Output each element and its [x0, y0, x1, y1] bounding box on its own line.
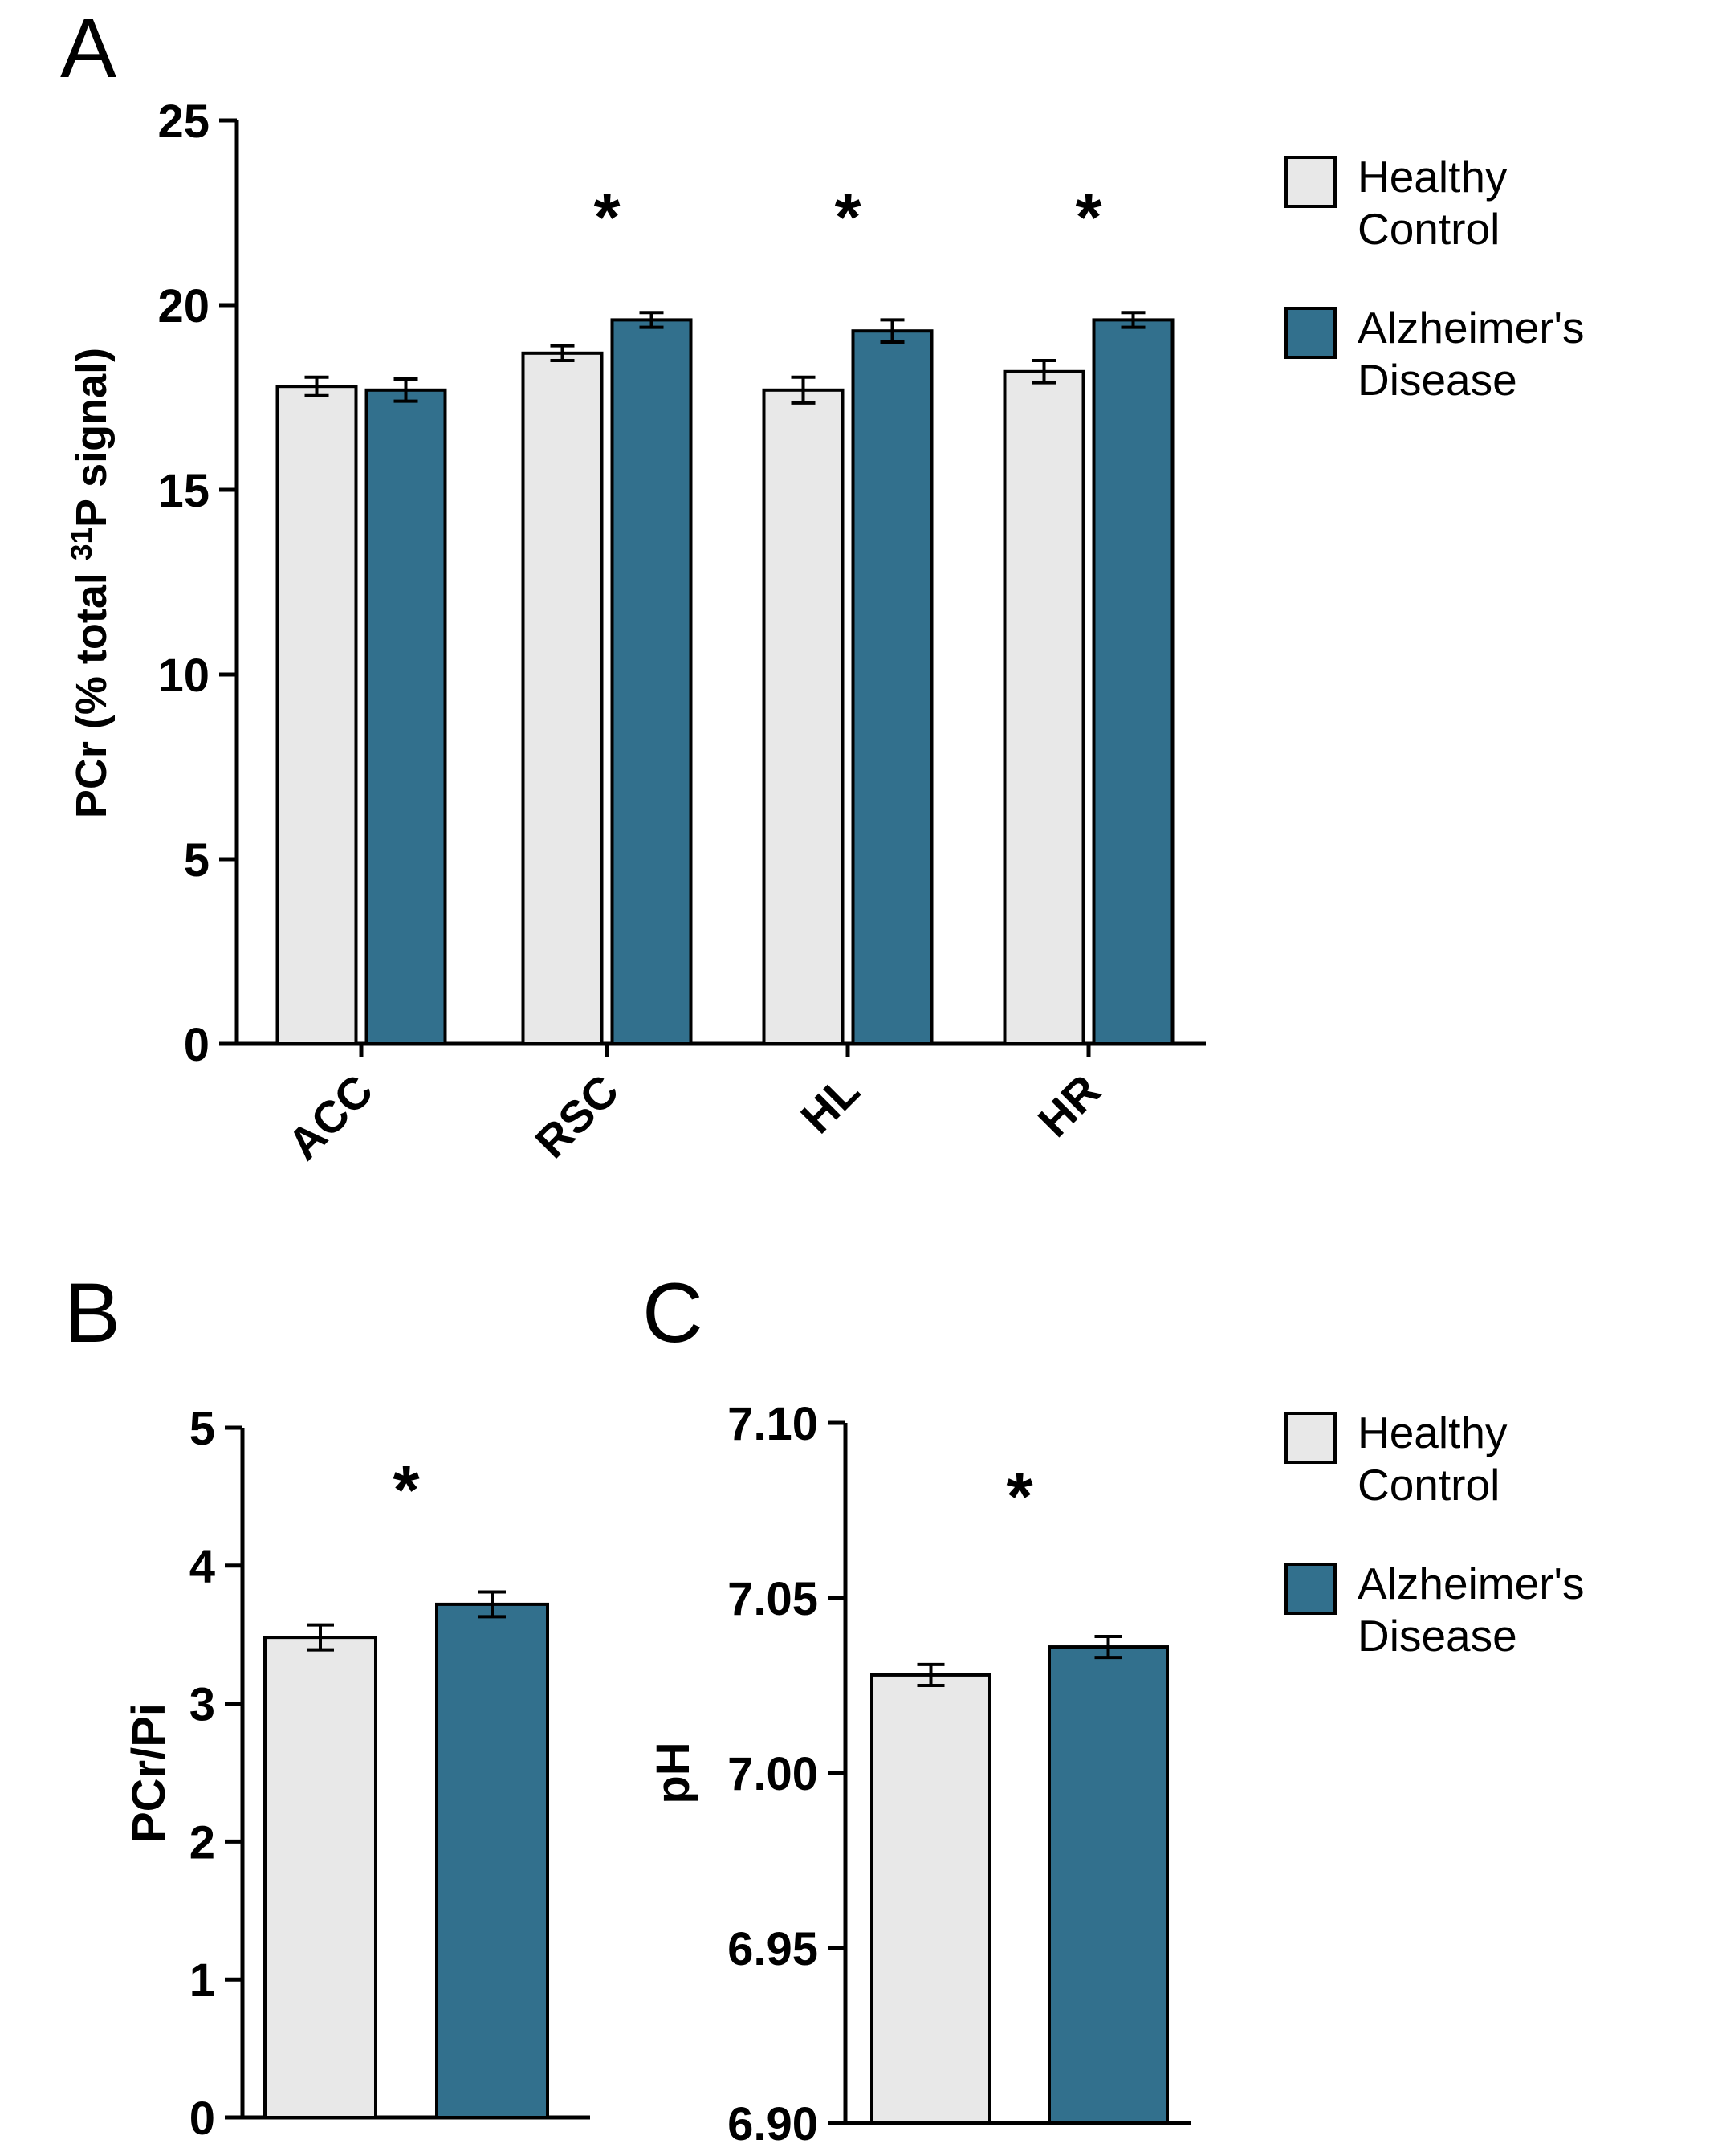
legend-label-healthy: Healthy Control: [1358, 152, 1508, 254]
significance-star: *: [593, 180, 620, 256]
significance-star: *: [834, 180, 861, 256]
y-tick-label: 2: [189, 1816, 215, 1869]
bar-alzheimers-HL: [851, 329, 934, 1045]
y-tick-label: 7.10: [727, 1398, 818, 1450]
healthy-control-swatch-icon: [1284, 1412, 1337, 1464]
legend-label-alzheimers: Alzheimer's Disease: [1358, 302, 1585, 405]
significance-star: *: [1006, 1459, 1032, 1535]
y-axis-label: PCr/Pi: [123, 1703, 175, 1843]
category-label: HL: [791, 1065, 869, 1143]
y-tick-label: 6.90: [727, 2098, 818, 2150]
panel-c-label: C: [642, 1266, 703, 1360]
y-tick-label: 0: [184, 1019, 210, 1071]
alzheimers-disease-swatch-icon: [1284, 306, 1337, 359]
y-tick-label: 5: [189, 1403, 215, 1455]
alzheimers-disease-swatch-icon: [1284, 1562, 1337, 1615]
panel-b-label: B: [64, 1266, 121, 1360]
chart-c: 6.90 6.95 7.00 7.05 7.10 * pH: [647, 1398, 1191, 2150]
significance-star: *: [393, 1453, 419, 1529]
legend-entry-alzheimers: Alzheimer's Disease: [1284, 302, 1718, 406]
bar-healthy-RSC: [521, 351, 604, 1045]
healthy-control-swatch-icon: [1284, 156, 1337, 208]
bar-alzheimers: [435, 1602, 549, 2120]
y-tick-label: 10: [157, 650, 210, 702]
bar-alzheimers-ACC: [364, 388, 447, 1045]
chart-a: 0 5 10 15 20 25 ACC RSC * HL * HR * PCr (% total 31P …: [65, 96, 1206, 1169]
bar-alzheimers: [1048, 1645, 1169, 2125]
y-axis-label: PCr (% total 31P signal): [65, 348, 116, 818]
bar-healthy: [870, 1673, 991, 2125]
y-tick-label: 5: [184, 834, 210, 886]
legend-entry-healthy: Healthy Control: [1284, 1407, 1718, 1511]
bar-healthy-ACC: [275, 385, 358, 1045]
legend-label-alzheimers: Alzheimer's Disease: [1358, 1558, 1585, 1661]
legend-label-healthy: Healthy Control: [1358, 1408, 1508, 1510]
panel-a-label: A: [60, 2, 117, 96]
y-tick-label: 4: [189, 1541, 215, 1593]
legend-entry-healthy: Healthy Control: [1284, 151, 1718, 255]
legend-bottom: Healthy Control Alzheimer's Disease: [1284, 1407, 1718, 1709]
chart-b: 0 1 2 3 4 5 * PCr/Pi: [123, 1403, 590, 2145]
y-axis-label: pH: [647, 1742, 699, 1803]
bar-healthy-HR: [1003, 369, 1085, 1045]
significance-star: *: [1075, 180, 1101, 256]
y-tick-label: 1: [189, 1954, 215, 2007]
bar-alzheimers-HR: [1092, 318, 1175, 1045]
y-tick-label: 6.95: [727, 1923, 818, 1975]
y-tick-label: 20: [157, 280, 210, 332]
bar-healthy: [263, 1636, 377, 2119]
bar-alzheimers-RSC: [610, 318, 693, 1045]
legend-top: Healthy Control Alzheimer's Disease: [1284, 151, 1718, 453]
bar-healthy-HL: [762, 388, 845, 1045]
y-tick-label: 15: [157, 465, 210, 517]
legend-entry-alzheimers: Alzheimer's Disease: [1284, 1558, 1718, 1662]
y-tick-label: 25: [157, 96, 210, 148]
category-label: RSC: [525, 1065, 628, 1168]
y-tick-label: 3: [189, 1678, 215, 1730]
y-tick-label: 0: [189, 2093, 215, 2145]
y-tick-label: 7.00: [727, 1748, 818, 1800]
category-label: ACC: [278, 1065, 382, 1169]
y-tick-label: 7.05: [727, 1573, 818, 1625]
category-label: HR: [1028, 1065, 1110, 1147]
